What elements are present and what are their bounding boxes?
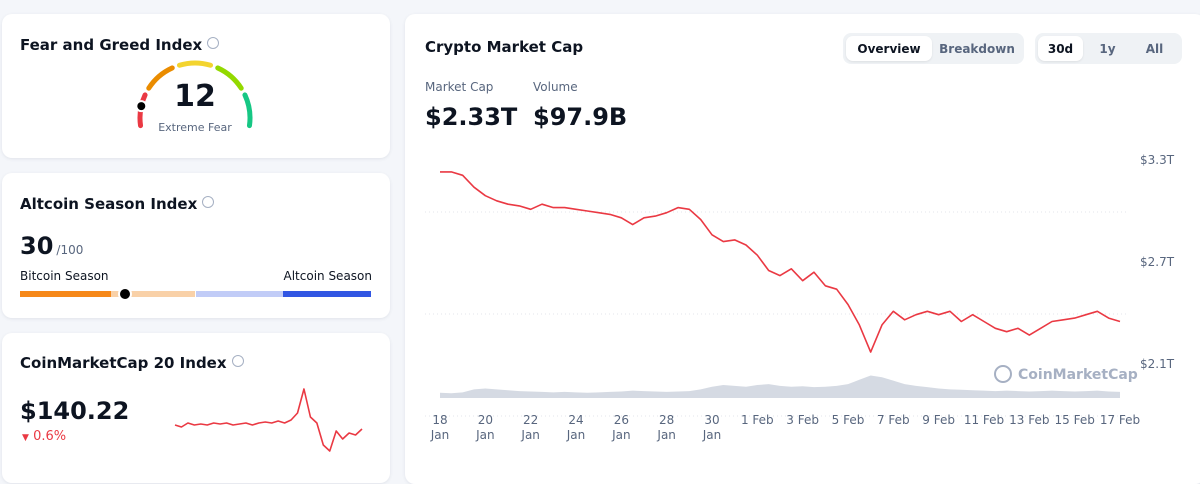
volume-area <box>440 375 1120 398</box>
bar-segment <box>195 291 284 297</box>
right-label: Altcoin Season <box>283 269 373 283</box>
stat-value: $2.33T <box>425 103 518 131</box>
x-tick-label: 9 Feb <box>922 413 956 427</box>
x-tick-label: 18 Jan <box>430 413 450 442</box>
x-tick-label: 24 Jan <box>566 413 586 442</box>
y-tick-label: $2.1T <box>1140 357 1175 371</box>
season-bar <box>20 287 371 301</box>
altcoin-value-row: 30/100 <box>20 232 83 260</box>
range-group: 30d 1y All <box>1035 33 1182 64</box>
x-tick-label: 5 Feb <box>831 413 865 427</box>
bar-segment <box>283 291 371 297</box>
price-line <box>174 388 363 452</box>
y-tick-label: $2.7T <box>1140 255 1175 269</box>
gauge-segment <box>146 65 175 91</box>
card-title: CoinMarketCap 20 Index <box>20 354 244 372</box>
x-tick-label: 22 Jan <box>521 413 540 442</box>
x-tick-label: 17 Feb <box>1099 413 1141 427</box>
tab-button[interactable]: All <box>1145 41 1164 56</box>
stat-label: Volume <box>533 80 578 94</box>
fear-greed-card: Fear and Greed Index 12 Extreme Fear <box>2 14 390 158</box>
down-arrow: ▼ <box>22 433 29 443</box>
title-text: Altcoin Season Index <box>20 195 198 213</box>
altcoin-value: 30 <box>20 232 54 260</box>
card-title: Altcoin Season Index <box>20 195 215 213</box>
season-indicator <box>118 287 133 301</box>
x-tick-label: 30 Jan <box>702 413 722 442</box>
x-tick-label: 20 Jan <box>476 413 495 442</box>
watermark-text: CoinMarketCap <box>1018 367 1138 383</box>
title-text: CoinMarketCap 20 Index <box>20 354 227 372</box>
gauge: 12 Extreme Fear <box>135 60 253 134</box>
info-icon[interactable] <box>207 37 220 49</box>
sparkline <box>174 388 363 452</box>
stat-value: $97.9B <box>533 103 628 131</box>
info-icon[interactable] <box>231 355 244 367</box>
card-title: Crypto Market Cap <box>425 38 584 56</box>
gauge-label: Extreme Fear <box>158 121 232 134</box>
gauge-segment <box>176 60 214 68</box>
y-tick-label: $3.3T <box>1140 153 1175 167</box>
watermark: CoinMarketCap <box>994 365 1138 383</box>
price-line <box>440 171 1121 353</box>
watermark-logo <box>994 365 1012 383</box>
gauge-value: 12 <box>174 79 216 114</box>
x-tick-label: 13 Feb <box>1009 413 1050 427</box>
market-card: Crypto Market Cap Overview Breakdown 30d 1… <box>405 14 1200 484</box>
gauge-segment <box>215 65 244 91</box>
x-tick-label: 1 Feb <box>740 413 774 427</box>
x-tick-label: 26 Jan <box>612 413 631 442</box>
info-icon[interactable] <box>202 196 215 208</box>
gauge-segment <box>242 92 253 129</box>
bar-segment <box>20 291 112 297</box>
tab-group: Overview Breakdown <box>843 33 1024 64</box>
tab-button[interactable]: 1y <box>1099 41 1116 56</box>
x-tick-label: 3 Feb <box>786 413 820 427</box>
x-tick-label: 11 Feb <box>963 413 1005 427</box>
gauge-indicator <box>135 100 148 113</box>
x-tick-label: 7 Feb <box>876 413 910 427</box>
tab-button[interactable]: 30d <box>1038 36 1083 61</box>
cmc20-price: $140.22 <box>20 397 130 425</box>
x-tick-label: 28 Jan <box>657 413 676 442</box>
card-title: Fear and Greed Index <box>20 36 220 54</box>
change-text: 0.6% <box>33 429 67 444</box>
title-text: Fear and Greed Index <box>20 36 203 54</box>
altcoin-max: /100 <box>56 243 84 257</box>
tab-button[interactable]: Overview <box>846 36 932 61</box>
tab-button[interactable]: Breakdown <box>939 41 1015 56</box>
x-tick-label: 15 Feb <box>1054 413 1095 427</box>
stat-label: Market Cap <box>425 80 494 94</box>
cmc20-change: ▼ 0.6% <box>22 429 66 444</box>
altcoin-card: Altcoin Season Index 30/100 Bitcoin Seas… <box>2 173 390 318</box>
cmc20-card: CoinMarketCap 20 Index $140.22 ▼ 0.6% <box>2 333 390 483</box>
left-label: Bitcoin Season <box>20 269 109 283</box>
bar-segment <box>111 291 196 297</box>
